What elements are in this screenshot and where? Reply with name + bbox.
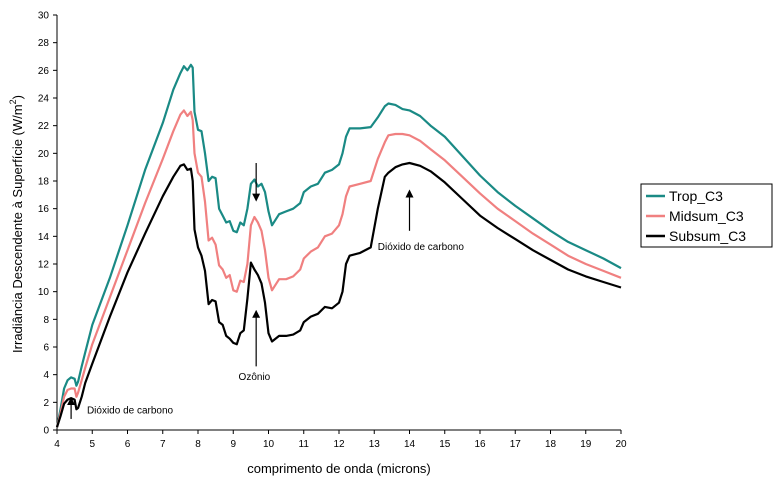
y-tick-label: 16 — [38, 204, 50, 215]
y-tick-label: 22 — [38, 121, 50, 132]
x-tick-label: 5 — [89, 439, 95, 450]
y-tick-label: 14 — [38, 232, 50, 243]
annotations: Dióxido de carbono Ozônio Dióxido de carbo… — [67, 163, 465, 419]
x-tick-label: 7 — [160, 439, 166, 450]
y-axis-label-main: Irradiância Descendente à Superfície (W/… — [10, 104, 25, 353]
x-tick-label: 18 — [545, 439, 557, 450]
legend: Trop_C3 Midsum_C3 Subsum_C3 — [640, 183, 773, 248]
annotation-label: Dióxido de carbono — [378, 242, 465, 253]
y-tick-label: 30 — [38, 11, 50, 22]
x-tick-labels: 4 5 6 7 8 9 10 11 12 13 14 15 16 17 18 19 20 — [54, 439, 627, 450]
x-tick-label: 17 — [510, 439, 522, 450]
legend-label: Trop_C3 — [669, 188, 723, 204]
series-line-trop-c3 — [55, 63, 622, 428]
x-tick-label: 16 — [474, 439, 486, 450]
y-tick-label: 4 — [43, 370, 49, 381]
series-lines — [55, 63, 622, 428]
y-tick-label: 28 — [38, 38, 50, 49]
x-tick-label: 11 — [299, 439, 310, 450]
x-tick-label: 8 — [195, 439, 201, 450]
y-tick-label: 18 — [38, 177, 50, 188]
legend-label: Midsum_C3 — [669, 208, 744, 224]
y-tick-label: 20 — [38, 149, 50, 160]
x-tick-label: 12 — [333, 439, 345, 450]
legend-label: Subsum_C3 — [669, 228, 746, 244]
y-tick-label: 0 — [43, 426, 49, 437]
y-axis-label-close: ) — [10, 95, 25, 99]
x-tick-label: 9 — [230, 439, 236, 450]
svg-text:Irradiância Descendente à Supe: Irradiância Descendente à Superfície (W/… — [8, 95, 25, 353]
x-tick-label: 4 — [54, 439, 60, 450]
x-tick-label: 6 — [125, 439, 131, 450]
series-line-subsum-c3 — [55, 161, 622, 428]
x-tick-label: 13 — [369, 439, 381, 450]
series-line-midsum-c3 — [55, 109, 622, 428]
x-tick-label: 20 — [615, 439, 627, 450]
y-axis-label: Irradiância Descendente à Superfície (W/… — [8, 95, 25, 353]
y-tick-label: 12 — [38, 260, 50, 271]
x-tick-label: 15 — [439, 439, 451, 450]
y-tick-label: 6 — [43, 343, 49, 354]
y-tick-label: 2 — [43, 398, 49, 409]
annotation-label: Ozônio — [239, 372, 271, 383]
y-tick-label: 24 — [38, 94, 50, 105]
axes — [53, 14, 622, 434]
x-tick-label: 14 — [404, 439, 416, 450]
x-tick-label: 10 — [263, 439, 275, 450]
y-axis-label-superscript: 2 — [8, 99, 18, 104]
x-axis-label: comprimento de onda (microns) — [247, 461, 431, 476]
annotation-label: Dióxido de carbono — [87, 405, 174, 416]
y-tick-label: 26 — [38, 66, 50, 77]
y-tick-label: 8 — [43, 315, 49, 326]
y-tick-label: 10 — [38, 287, 50, 298]
x-tick-label: 19 — [580, 439, 592, 450]
